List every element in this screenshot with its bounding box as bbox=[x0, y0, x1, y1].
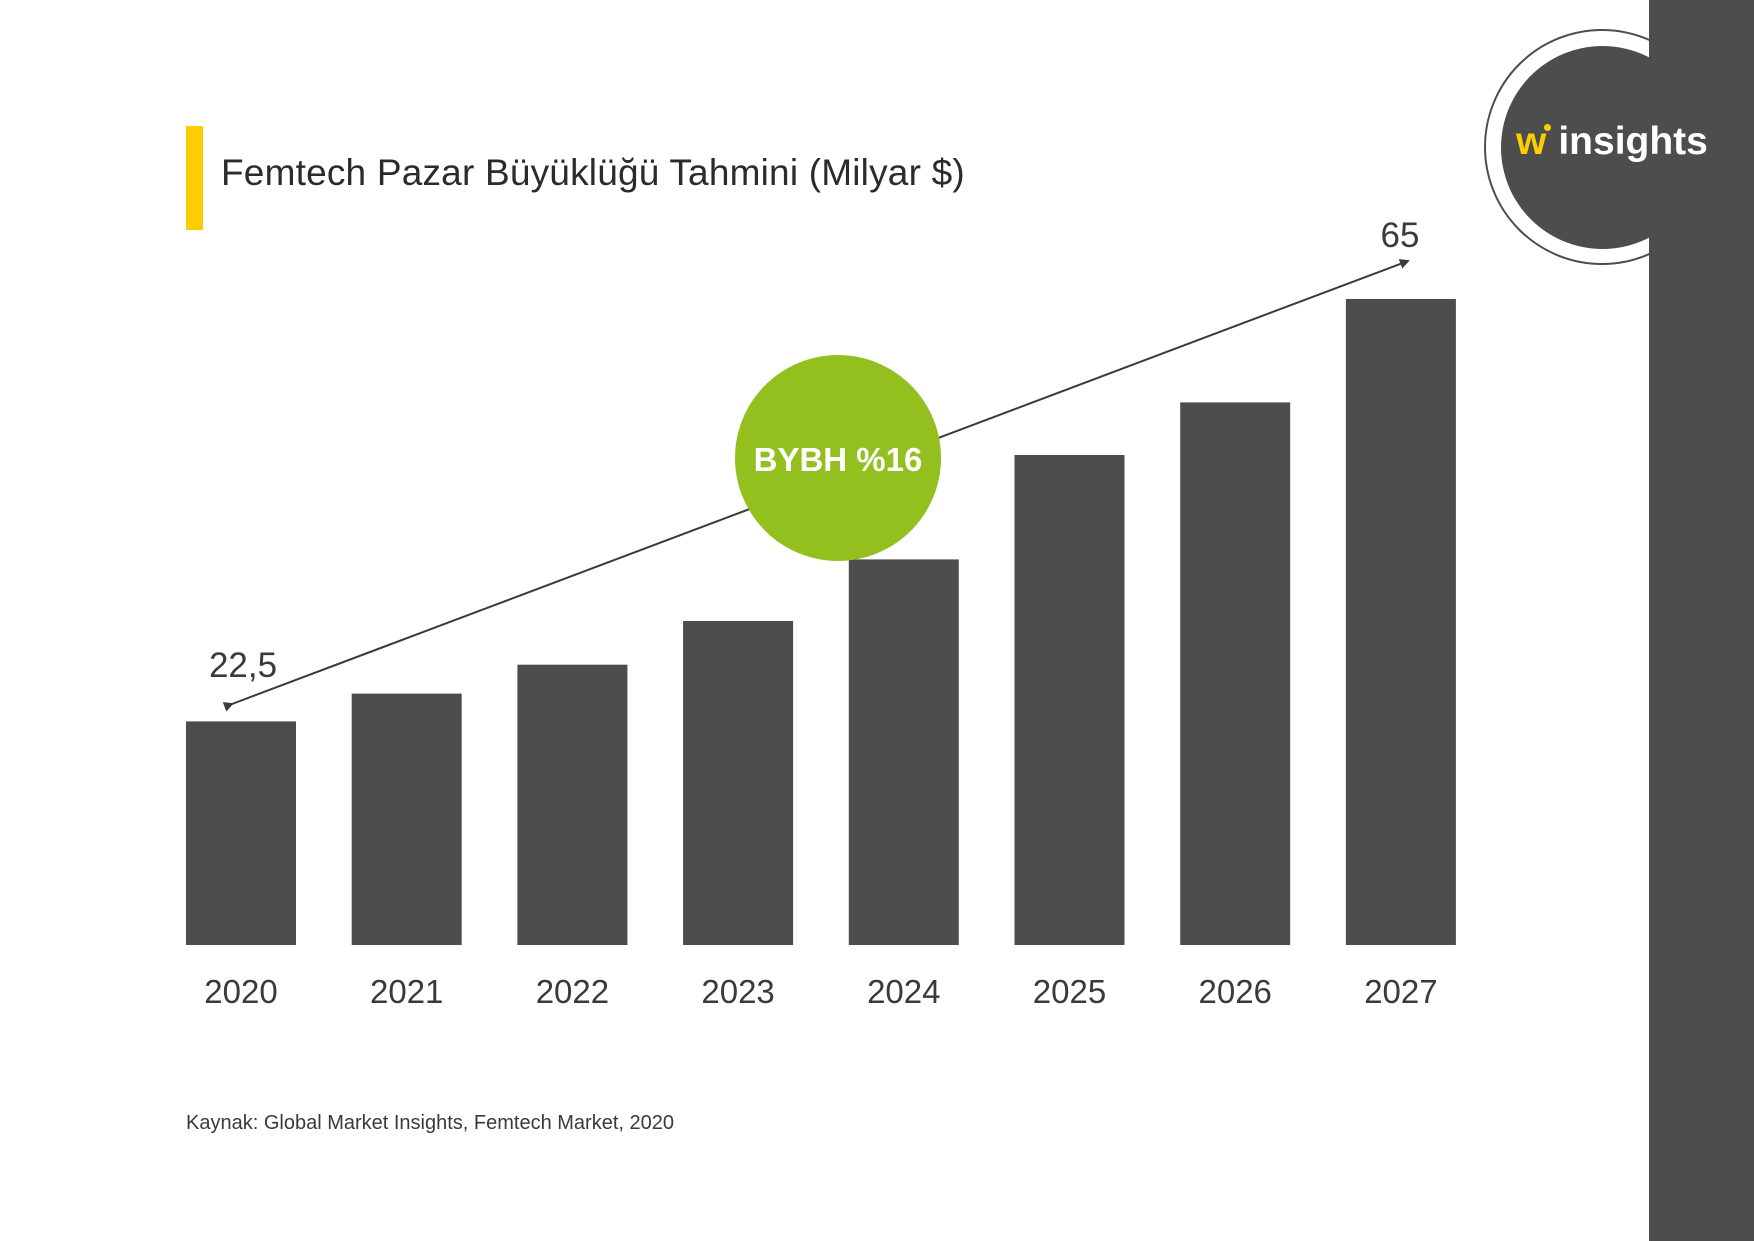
title-accent-bar bbox=[186, 126, 203, 230]
bar-2024 bbox=[848, 559, 959, 945]
x-tick-label-2021: 2021 bbox=[370, 973, 443, 1010]
data-labels-group: 22,5 65 bbox=[209, 216, 1420, 685]
data-label-2027: 65 bbox=[1381, 216, 1420, 255]
x-tick-label-2027: 2027 bbox=[1364, 973, 1437, 1010]
bar-2025 bbox=[1014, 455, 1125, 945]
logo-dot bbox=[1544, 124, 1551, 131]
bar-2026 bbox=[1180, 402, 1291, 945]
bar-2020 bbox=[186, 721, 296, 945]
bar-2021 bbox=[351, 693, 462, 945]
logo-ring bbox=[1484, 29, 1720, 265]
data-label-2020: 22,5 bbox=[209, 646, 277, 685]
brand-logo: w insights bbox=[1516, 122, 1708, 161]
logo-wordmark: insights bbox=[1558, 120, 1708, 163]
x-tick-label-2023: 2023 bbox=[701, 973, 774, 1010]
cagr-badge bbox=[735, 355, 941, 561]
x-tick-label-2022: 2022 bbox=[536, 973, 609, 1010]
x-tick-label-2024: 2024 bbox=[867, 973, 940, 1010]
x-tick-label-2026: 2026 bbox=[1198, 973, 1271, 1010]
source-note: Kaynak: Global Market Insights, Femtech … bbox=[186, 1112, 674, 1134]
chart-title: Femtech Pazar Büyüklüğü Tahmini (Milyar … bbox=[221, 152, 965, 193]
x-tick-label-2025: 2025 bbox=[1033, 973, 1106, 1010]
bar-2023 bbox=[683, 621, 794, 945]
cagr-badge-text: BYBH %16 bbox=[754, 441, 923, 478]
bar-2027 bbox=[1345, 299, 1456, 945]
bar-2022 bbox=[517, 664, 628, 945]
category-labels-group: 2020 2021 2022 2023 2024 2025 2026 2027 bbox=[204, 973, 1437, 1010]
x-tick-label-2020: 2020 bbox=[204, 973, 277, 1010]
logo-w-mark: w bbox=[1516, 120, 1547, 163]
logo-disc bbox=[1501, 46, 1704, 249]
